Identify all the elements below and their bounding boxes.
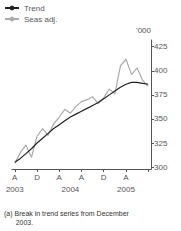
svg-text:425: 425 bbox=[154, 42, 168, 51]
svg-text:400: 400 bbox=[154, 66, 168, 75]
svg-text:325: 325 bbox=[154, 139, 168, 148]
svg-text:A: A bbox=[79, 173, 85, 182]
svg-text:A: A bbox=[123, 173, 129, 182]
svg-text:A: A bbox=[57, 173, 63, 182]
svg-text:2004: 2004 bbox=[61, 185, 79, 194]
svg-text:350: 350 bbox=[154, 114, 168, 123]
svg-text:(a) Break in trend series from: (a) Break in trend series from December bbox=[4, 210, 130, 218]
svg-text:2003.: 2003. bbox=[4, 219, 33, 226]
svg-text:A: A bbox=[12, 173, 18, 182]
svg-text:Trend: Trend bbox=[24, 4, 45, 13]
svg-text:300: 300 bbox=[154, 163, 168, 172]
svg-text:'000: '000 bbox=[136, 26, 151, 35]
svg-text:2003: 2003 bbox=[6, 185, 24, 194]
svg-text:375: 375 bbox=[154, 90, 168, 99]
svg-text:Seas adj.: Seas adj. bbox=[24, 15, 57, 24]
svg-text:2005: 2005 bbox=[117, 185, 135, 194]
svg-text:D: D bbox=[101, 173, 107, 182]
svg-text:D: D bbox=[34, 173, 40, 182]
